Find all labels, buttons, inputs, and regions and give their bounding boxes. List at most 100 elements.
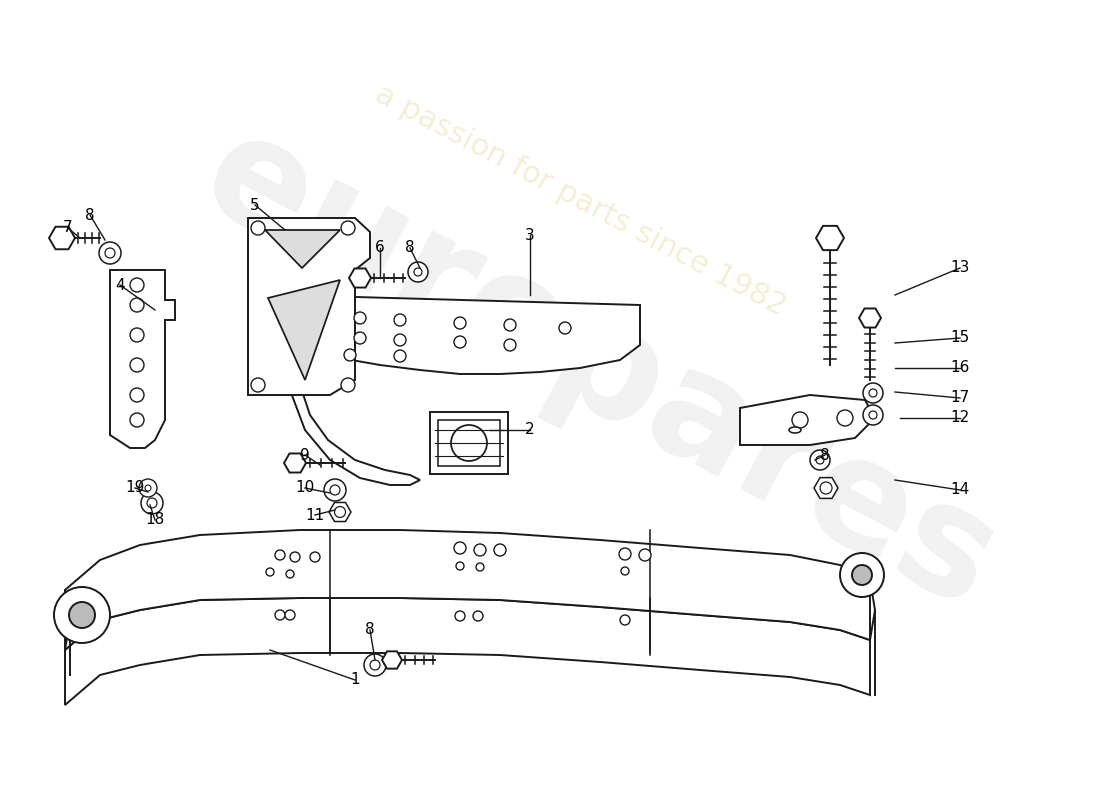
Circle shape [869,389,877,397]
Bar [438,420,500,466]
Circle shape [456,562,464,570]
Text: 8: 8 [405,241,415,255]
Circle shape [130,298,144,312]
Polygon shape [740,395,874,445]
Circle shape [394,350,406,362]
Polygon shape [248,218,370,395]
Circle shape [864,383,883,403]
Circle shape [474,544,486,556]
Circle shape [286,570,294,578]
Circle shape [341,221,355,235]
Polygon shape [382,651,402,669]
Circle shape [394,334,406,346]
Text: 6: 6 [375,241,385,255]
Circle shape [334,506,345,518]
Circle shape [810,450,830,470]
Polygon shape [284,454,306,473]
Text: 19: 19 [125,481,145,495]
Polygon shape [50,226,75,250]
Polygon shape [110,270,175,448]
Circle shape [341,378,355,392]
Circle shape [139,479,157,497]
Text: 8: 8 [85,207,95,222]
Text: 4: 4 [116,278,124,293]
Circle shape [147,498,157,508]
Circle shape [275,550,285,560]
Circle shape [394,314,406,326]
Text: 13: 13 [950,261,970,275]
Text: 5: 5 [250,198,260,213]
Circle shape [621,567,629,575]
Polygon shape [859,309,881,327]
Circle shape [454,542,466,554]
Circle shape [330,485,340,495]
Text: 10: 10 [296,481,315,495]
Circle shape [504,319,516,331]
Polygon shape [816,226,844,250]
Circle shape [141,492,163,514]
Polygon shape [285,295,420,485]
Circle shape [69,602,95,628]
Circle shape [473,611,483,621]
Circle shape [344,349,356,361]
Circle shape [145,485,151,491]
Circle shape [310,552,320,562]
Text: 8: 8 [821,447,829,462]
Circle shape [864,405,883,425]
Circle shape [251,378,265,392]
Circle shape [364,654,386,676]
Circle shape [354,332,366,344]
Circle shape [414,268,422,276]
Circle shape [504,339,516,351]
Circle shape [104,248,116,258]
Circle shape [852,565,872,585]
Text: 7: 7 [63,221,73,235]
Circle shape [476,563,484,571]
Circle shape [837,410,852,426]
Text: 14: 14 [950,482,969,498]
Text: 3: 3 [525,227,535,242]
Circle shape [619,548,631,560]
Text: 1: 1 [350,673,360,687]
Text: 8: 8 [365,622,375,638]
Text: europares: europares [178,98,1021,642]
Circle shape [840,553,884,597]
Polygon shape [265,230,340,268]
Circle shape [285,610,295,620]
Circle shape [455,611,465,621]
Text: 18: 18 [145,513,165,527]
Text: 9: 9 [300,447,310,462]
Bar [430,412,508,474]
Text: 2: 2 [525,422,535,438]
Circle shape [354,312,366,324]
Polygon shape [65,598,870,705]
Circle shape [620,615,630,625]
Text: 17: 17 [950,390,969,406]
Text: 15: 15 [950,330,969,346]
Circle shape [275,610,285,620]
Circle shape [266,568,274,576]
Circle shape [559,322,571,334]
Text: 12: 12 [950,410,969,426]
Polygon shape [285,295,640,374]
Polygon shape [268,280,340,380]
Circle shape [408,262,428,282]
Ellipse shape [789,427,801,433]
Circle shape [290,552,300,562]
Text: a passion for parts since 1982: a passion for parts since 1982 [370,79,791,321]
Circle shape [99,242,121,264]
Circle shape [130,388,144,402]
Circle shape [494,544,506,556]
Circle shape [869,411,877,419]
Polygon shape [65,530,870,650]
Text: 16: 16 [950,361,970,375]
Circle shape [639,549,651,561]
Circle shape [130,278,144,292]
Circle shape [820,482,832,494]
Circle shape [370,660,379,670]
Circle shape [251,221,265,235]
Polygon shape [814,478,838,498]
Circle shape [792,412,808,428]
Circle shape [324,479,346,501]
Circle shape [454,317,466,329]
